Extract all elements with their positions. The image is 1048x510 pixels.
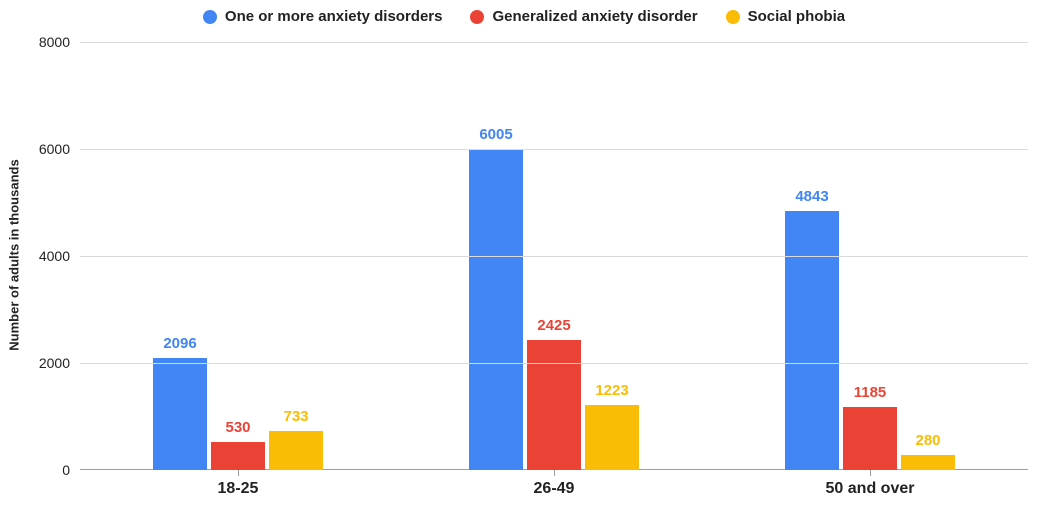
bar-column: 733 xyxy=(269,408,323,470)
bar-value-label: 6005 xyxy=(479,126,512,143)
legend-item: Social phobia xyxy=(726,8,846,25)
bar-value-label: 2425 xyxy=(537,317,570,334)
bar-value-label: 280 xyxy=(915,432,940,449)
legend-label: Generalized anxiety disorder xyxy=(492,8,697,25)
y-tick-label: 0 xyxy=(62,462,80,478)
legend-swatch xyxy=(726,10,740,24)
legend-swatch xyxy=(203,10,217,24)
grid-line xyxy=(80,363,1028,364)
legend-label: One or more anxiety disorders xyxy=(225,8,443,25)
grid-line xyxy=(80,149,1028,150)
legend-item: One or more anxiety disorders xyxy=(203,8,443,25)
bar xyxy=(785,211,839,470)
bar xyxy=(211,442,265,470)
y-tick-label: 8000 xyxy=(39,34,80,50)
bar-value-label: 4843 xyxy=(795,188,828,205)
bar-column: 2425 xyxy=(527,317,581,470)
bar-column: 530 xyxy=(211,419,265,470)
y-tick-label: 4000 xyxy=(39,248,80,264)
x-category-label: 26-49 xyxy=(396,470,712,498)
bar-value-label: 530 xyxy=(225,419,250,436)
y-axis-label: Number of adults in thousands xyxy=(7,159,22,350)
x-category-label: 50 and over xyxy=(712,470,1028,498)
grid-line xyxy=(80,256,1028,257)
plot-area: 209653073318-2560052425122326-4948431185… xyxy=(80,42,1028,470)
y-tick-label: 6000 xyxy=(39,141,80,157)
anxiety-chart: One or more anxiety disorders Generalized… xyxy=(0,0,1048,510)
bar-column: 1185 xyxy=(843,384,897,470)
bar xyxy=(585,405,639,470)
bar-column: 2096 xyxy=(153,335,207,470)
bar xyxy=(527,340,581,470)
legend-swatch xyxy=(470,10,484,24)
x-category-label: 18-25 xyxy=(80,470,396,498)
bar xyxy=(269,431,323,470)
bar-value-label: 733 xyxy=(283,408,308,425)
legend-label: Social phobia xyxy=(748,8,846,25)
grid-line xyxy=(80,42,1028,43)
bar xyxy=(843,407,897,470)
bar xyxy=(469,149,523,470)
bar-value-label: 1223 xyxy=(595,382,628,399)
bar-value-label: 1185 xyxy=(854,384,887,401)
legend: One or more anxiety disorders Generalized… xyxy=(0,8,1048,25)
bar-value-label: 2096 xyxy=(163,335,196,352)
bar xyxy=(901,455,955,470)
bar-column: 1223 xyxy=(585,382,639,470)
bar-column: 6005 xyxy=(469,126,523,470)
bar-column: 4843 xyxy=(785,188,839,470)
legend-item: Generalized anxiety disorder xyxy=(470,8,697,25)
bar-column: 280 xyxy=(901,432,955,470)
y-tick-label: 2000 xyxy=(39,355,80,371)
bar xyxy=(153,358,207,470)
